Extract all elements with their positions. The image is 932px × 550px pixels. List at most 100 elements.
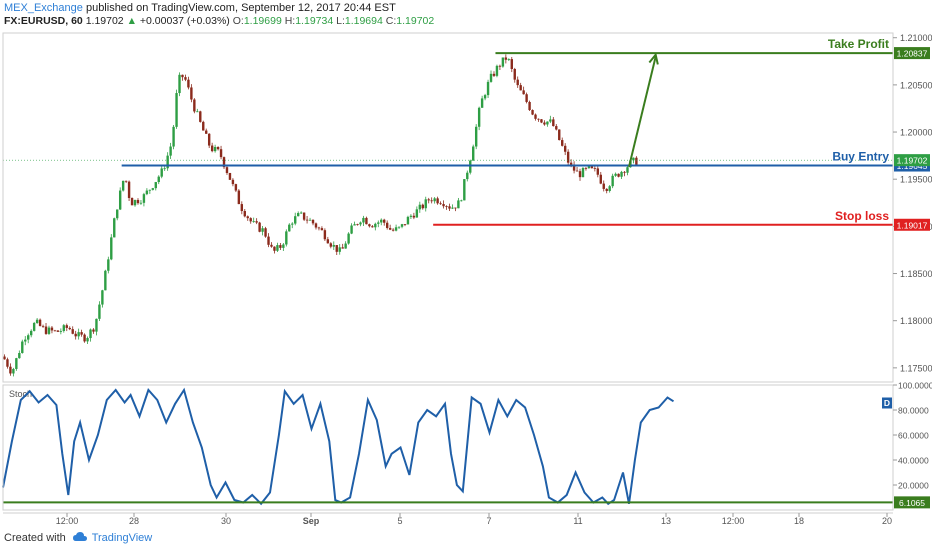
candle-body [593,168,597,169]
candle-body [599,174,602,184]
candle-body [127,181,131,198]
stoch-level-tag [894,496,930,509]
candle-body [566,151,570,163]
candle-body [68,327,71,330]
low-label: L: [336,15,345,27]
candle-body [519,85,522,91]
candle-body [383,219,386,223]
candle-body [32,323,36,331]
candle-body [29,330,33,336]
time-tick-label: 13 [661,516,671,526]
candle-body [41,325,45,327]
candle-body [498,65,502,67]
up-arrow-icon: ▲ [126,15,137,27]
candle-body [98,304,101,319]
candle-body [15,358,18,369]
candle-body [77,332,80,337]
cloud-icon [72,532,87,541]
time-tick-label: 18 [794,516,804,526]
candle-body [409,215,413,217]
candle-body [261,228,264,232]
candle-body [614,173,617,176]
candle-body [175,93,178,127]
candle-body [457,200,460,209]
candle-body [415,209,419,218]
candle-body [558,129,561,141]
candle-body [374,223,377,228]
time-tick-label: 30 [221,516,231,526]
candle-body [184,77,187,80]
candle-body [492,73,496,76]
projection-arrow-head [648,52,659,65]
candle-body [118,190,122,210]
candle-body [448,206,451,209]
candle-body [608,186,611,191]
candle-body [305,219,309,221]
candle-body [323,230,327,240]
candle-body [632,157,635,161]
candle-body [602,183,605,189]
created-with-text: Created with [4,532,66,544]
candle-body [635,157,638,165]
high-label: H: [284,15,296,27]
candle-body [9,366,12,374]
candle-body [483,95,487,99]
candle-body [507,59,511,60]
candle-body [344,243,347,249]
candle-body [620,171,623,177]
candle-body [311,219,315,224]
candle-body [406,216,410,225]
candle-body [101,290,104,305]
candle-body [151,188,155,190]
candle-body [474,126,478,147]
stoch-line [2,387,675,506]
price-tick-label: 1.20000 [900,128,932,138]
candle-body [605,188,608,191]
candle-body [332,245,335,247]
candle-body [252,221,255,222]
candle-body [442,204,445,207]
level-price-tag [894,218,930,231]
candle-body [397,226,401,228]
candle-body [225,167,229,173]
candle-body [617,173,620,177]
publisher-link[interactable]: MEX_Exchange [4,2,83,14]
candle-body [430,200,433,202]
candle-body [27,335,30,340]
price-change: +0.00037 (+0.03%) [139,15,230,27]
axes-layer: 1.210001.205001.200001.195001.190001.185… [2,32,932,526]
candle-body [388,227,392,230]
stoch-tick-label: 40.0000 [898,456,929,466]
candle-body [172,126,175,147]
candle-body [365,217,368,225]
candle-body [531,110,534,115]
candle-body [412,215,416,218]
candle-body [276,245,279,251]
candle-body [110,237,113,260]
last-price-tag-text: 1.19702 [897,156,928,166]
footer: Created with TradingView [4,532,152,544]
candle-body [145,190,149,195]
candle-body [65,325,68,328]
candle-body [181,74,184,78]
candle-body [83,334,86,342]
candle-body [302,212,306,220]
candle-body [362,217,365,223]
candle-body [199,111,202,122]
candle-body [92,329,95,332]
candle-body [246,216,249,219]
candle-body [510,59,513,70]
candle-body [368,224,371,227]
price-tick-label: 1.18500 [900,269,932,279]
candle-body [463,179,466,201]
price-pane[interactable]: Take Profit Buy Entry Stop loss [3,37,893,377]
candle-body [317,227,321,229]
candle-body [148,189,152,191]
price-tick-label: 1.19500 [900,175,932,185]
tradingview-brand[interactable]: TradingView [91,532,153,544]
stochastic-pane[interactable]: Stoch D [2,387,893,506]
price-tick-label: 1.21000 [900,33,932,43]
candle-body [71,329,74,334]
candle-body [472,146,475,161]
